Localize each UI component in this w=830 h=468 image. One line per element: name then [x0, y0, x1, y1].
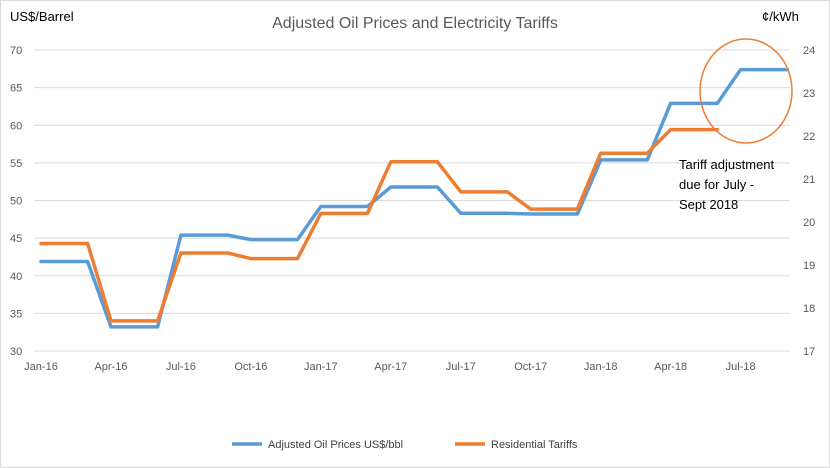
- legend-label-oil: Adjusted Oil Prices US$/bbl: [268, 439, 403, 451]
- x-tick-labels: Jan-16 Apr-16 Jul-16 Oct-16 Jan-17 Apr-17 Jul-…: [24, 361, 755, 373]
- legend-label-tariffs: Residential Tariffs: [491, 439, 578, 451]
- chart-title: Adjusted Oil Prices and Electricity Tari…: [272, 15, 558, 32]
- y-left-tick-label: 45: [10, 233, 22, 245]
- y-left-tick-labels: 30 35 40 45 50 55 60 65 70: [10, 45, 22, 358]
- y-left-tick-label: 40: [10, 271, 22, 283]
- x-tick-label: Oct-16: [234, 361, 267, 373]
- y-right-tick-label: 24: [803, 45, 815, 57]
- y-left-tick-label: 55: [10, 158, 22, 170]
- x-tick-label: Oct-17: [514, 361, 547, 373]
- y-left-tick-label: 35: [10, 308, 22, 320]
- y-left-tick-label: 30: [10, 346, 22, 358]
- y-right-tick-label: 20: [803, 217, 815, 229]
- x-tick-label: Apr-18: [654, 361, 687, 373]
- series-lines: [39, 67, 789, 329]
- x-tick-label: Apr-17: [374, 361, 407, 373]
- annotation-line-2: due for July -: [679, 177, 754, 192]
- y-right-tick-label: 23: [803, 88, 815, 100]
- y-left-tick-label: 60: [10, 120, 22, 132]
- x-tick-label: Jan-16: [24, 361, 58, 373]
- y-right-tick-label: 18: [803, 303, 815, 315]
- x-tick-label: Jan-17: [304, 361, 338, 373]
- y-right-tick-label: 17: [803, 346, 815, 358]
- series-line-residential-tariffs: [39, 127, 720, 323]
- y-left-tick-label: 65: [10, 83, 22, 95]
- x-tick-label: Jul-16: [166, 361, 196, 373]
- y-right-axis-label: ¢/kWh: [762, 9, 799, 24]
- y-right-tick-label: 22: [803, 131, 815, 143]
- y-right-tick-labels: 17 18 19 20 21 22 23 24: [803, 45, 815, 358]
- annotation-line-1: Tariff adjustment: [679, 157, 775, 172]
- x-tick-label: Jan-18: [584, 361, 618, 373]
- legend: Adjusted Oil Prices US$/bbl Residential …: [232, 439, 578, 451]
- y-left-tick-label: 50: [10, 196, 22, 208]
- x-tick-label: Apr-16: [94, 361, 127, 373]
- y-left-axis-label: US$/Barrel: [10, 9, 74, 24]
- annotation-line-3: Sept 2018: [679, 197, 738, 212]
- x-tick-label: Jul-18: [726, 361, 756, 373]
- y-right-tick-label: 19: [803, 260, 815, 272]
- y-right-tick-label: 21: [803, 174, 815, 186]
- highlight-circle: [699, 38, 793, 144]
- x-tick-label: Jul-17: [446, 361, 476, 373]
- y-left-tick-label: 70: [10, 45, 22, 57]
